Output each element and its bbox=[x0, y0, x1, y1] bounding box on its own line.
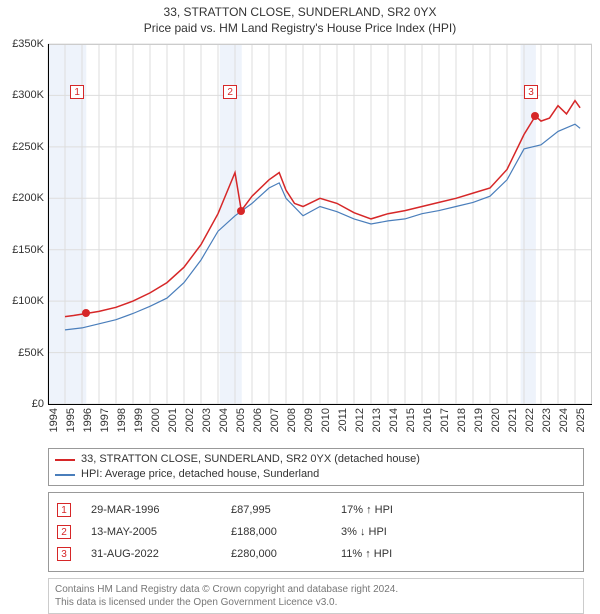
x-tick-label: 2005 bbox=[235, 408, 247, 432]
x-tick-label: 2021 bbox=[507, 408, 519, 432]
chart-container: 33, STRATTON CLOSE, SUNDERLAND, SR2 0YX … bbox=[0, 0, 600, 590]
x-tick-label: 2025 bbox=[575, 408, 587, 432]
sale-row-marker: 3 bbox=[57, 547, 71, 561]
x-tick-label: 2009 bbox=[303, 408, 315, 432]
sale-dot bbox=[237, 207, 245, 215]
sale-marker-box: 1 bbox=[70, 85, 84, 99]
sale-row-marker: 1 bbox=[57, 503, 71, 517]
x-tick-label: 2022 bbox=[524, 408, 536, 432]
legend-row-hpi: HPI: Average price, detached house, Sund… bbox=[55, 467, 577, 482]
y-tick-label: £300K bbox=[12, 89, 44, 101]
legend-label-property: 33, STRATTON CLOSE, SUNDERLAND, SR2 0YX … bbox=[81, 452, 420, 467]
x-tick-label: 2024 bbox=[558, 408, 570, 432]
sales-table: 1 29-MAR-1996£87,99517% ↑ HPI 2 13-MAY-2005… bbox=[48, 492, 584, 572]
y-tick-label: £100K bbox=[12, 295, 44, 307]
attribution: Contains HM Land Registry data © Crown c… bbox=[48, 578, 584, 614]
attribution-line2: This data is licensed under the Open Gov… bbox=[55, 596, 577, 609]
sale-price: £280,000 bbox=[231, 543, 341, 565]
sale-hpi: 3% ↓ HPI bbox=[341, 521, 451, 543]
x-axis-line bbox=[48, 404, 592, 405]
x-tick-label: 2013 bbox=[371, 408, 383, 432]
y-axis-line bbox=[48, 44, 49, 404]
y-tick-label: £150K bbox=[12, 244, 44, 256]
y-tick-label: £350K bbox=[12, 38, 44, 50]
x-tick-label: 2020 bbox=[490, 408, 502, 432]
sale-dot bbox=[82, 309, 90, 317]
x-tick-label: 2006 bbox=[252, 408, 264, 432]
x-tick-label: 2023 bbox=[541, 408, 553, 432]
sale-date: 29-MAR-1996 bbox=[91, 499, 231, 521]
x-tick-label: 2003 bbox=[201, 408, 213, 432]
x-tick-label: 2011 bbox=[337, 408, 349, 432]
sale-marker-box: 2 bbox=[223, 85, 237, 99]
y-axis-labels: £0£50K£100K£150K£200K£250K£300K£350K bbox=[0, 44, 46, 404]
x-tick-label: 2017 bbox=[439, 408, 451, 432]
lower-section: 33, STRATTON CLOSE, SUNDERLAND, SR2 0YX … bbox=[48, 448, 584, 614]
x-tick-label: 2000 bbox=[150, 408, 162, 432]
sale-row: 2 13-MAY-2005£188,0003% ↓ HPI bbox=[57, 521, 575, 543]
x-tick-label: 2018 bbox=[456, 408, 468, 432]
y-tick-label: £250K bbox=[12, 141, 44, 153]
x-tick-label: 2014 bbox=[388, 408, 400, 432]
x-tick-label: 1998 bbox=[116, 408, 128, 432]
sale-row: 3 31-AUG-2022£280,00011% ↑ HPI bbox=[57, 543, 575, 565]
sale-hpi: 17% ↑ HPI bbox=[341, 499, 451, 521]
x-tick-label: 1995 bbox=[65, 408, 77, 432]
x-tick-label: 2010 bbox=[320, 408, 332, 432]
legend-swatch-property bbox=[55, 459, 75, 461]
y-tick-label: £0 bbox=[32, 398, 44, 410]
x-tick-label: 2016 bbox=[422, 408, 434, 432]
x-tick-label: 1999 bbox=[133, 408, 145, 432]
x-tick-label: 2004 bbox=[218, 408, 230, 432]
x-axis-labels: 1994 1995 1996 1997 1998 1999 2000 2001 2002 2003… bbox=[48, 406, 592, 446]
x-tick-label: 2008 bbox=[286, 408, 298, 432]
x-tick-label: 2015 bbox=[405, 408, 417, 432]
legend-swatch-hpi bbox=[55, 474, 75, 476]
sale-row: 1 29-MAR-1996£87,99517% ↑ HPI bbox=[57, 499, 575, 521]
y-tick-label: £50K bbox=[18, 347, 44, 359]
sale-row-marker: 2 bbox=[57, 525, 71, 539]
sale-date: 31-AUG-2022 bbox=[91, 543, 231, 565]
sale-marker-box: 3 bbox=[524, 85, 538, 99]
legend: 33, STRATTON CLOSE, SUNDERLAND, SR2 0YX … bbox=[48, 448, 584, 486]
legend-label-hpi: HPI: Average price, detached house, Sund… bbox=[81, 467, 319, 482]
x-tick-label: 2012 bbox=[354, 408, 366, 432]
sale-hpi: 11% ↑ HPI bbox=[341, 543, 451, 565]
sale-price: £188,000 bbox=[231, 521, 341, 543]
x-tick-label: 1994 bbox=[48, 408, 60, 432]
y-tick-label: £200K bbox=[12, 192, 44, 204]
legend-row-property: 33, STRATTON CLOSE, SUNDERLAND, SR2 0YX … bbox=[55, 452, 577, 467]
sale-dot bbox=[531, 112, 539, 120]
title-address: 33, STRATTON CLOSE, SUNDERLAND, SR2 0YX bbox=[0, 4, 600, 20]
x-tick-label: 2001 bbox=[167, 408, 179, 432]
title-subtitle: Price paid vs. HM Land Registry's House … bbox=[0, 20, 600, 36]
sale-price: £87,995 bbox=[231, 499, 341, 521]
x-tick-label: 2002 bbox=[184, 408, 196, 432]
plot-area bbox=[48, 44, 592, 404]
x-tick-label: 2019 bbox=[473, 408, 485, 432]
sale-date: 13-MAY-2005 bbox=[91, 521, 231, 543]
x-tick-label: 1997 bbox=[99, 408, 111, 432]
x-tick-label: 1996 bbox=[82, 408, 94, 432]
title-block: 33, STRATTON CLOSE, SUNDERLAND, SR2 0YX … bbox=[0, 0, 600, 36]
x-tick-label: 2007 bbox=[269, 408, 281, 432]
